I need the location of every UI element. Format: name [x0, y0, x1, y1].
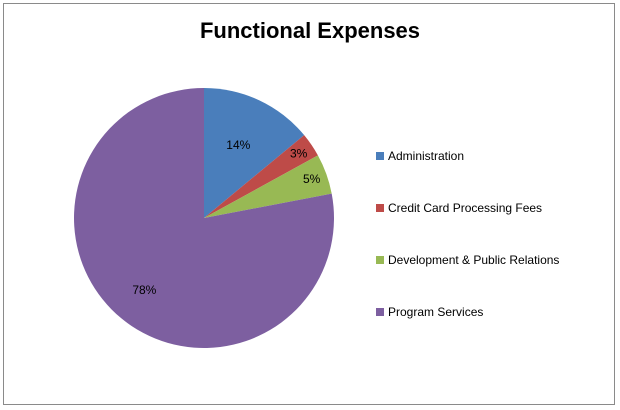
legend-item-program-services: Program Services [376, 286, 559, 338]
legend-item-development: Development & Public Relations [376, 234, 559, 286]
slice-data-label: 5% [303, 172, 321, 186]
slice-data-label: 14% [226, 138, 250, 152]
legend-swatch [376, 256, 384, 264]
legend-label: Administration [388, 149, 465, 163]
pie-slice-credit-card-processing-fees [204, 135, 318, 218]
pie-slice-program-services [74, 87, 335, 348]
chart-title: Functional Expenses [199, 18, 421, 43]
legend-swatch [376, 308, 384, 316]
chart-legend: Administration Credit Card Processing Fe… [376, 130, 559, 338]
legend-item-administration: Administration [376, 130, 559, 182]
legend-label: Credit Card Processing Fees [388, 201, 543, 215]
pie-slice-development-public-relations [204, 155, 332, 218]
legend-item-credit-card-fees: Credit Card Processing Fees [376, 182, 559, 234]
legend-swatch [376, 204, 384, 212]
pie-slice-administration [204, 88, 305, 218]
slice-data-label: 3% [290, 147, 308, 161]
slice-data-label: 78% [132, 283, 156, 297]
legend-swatch [376, 152, 384, 160]
legend-label: Development & Public Relations [388, 253, 560, 267]
legend-label: Program Services [388, 305, 484, 319]
